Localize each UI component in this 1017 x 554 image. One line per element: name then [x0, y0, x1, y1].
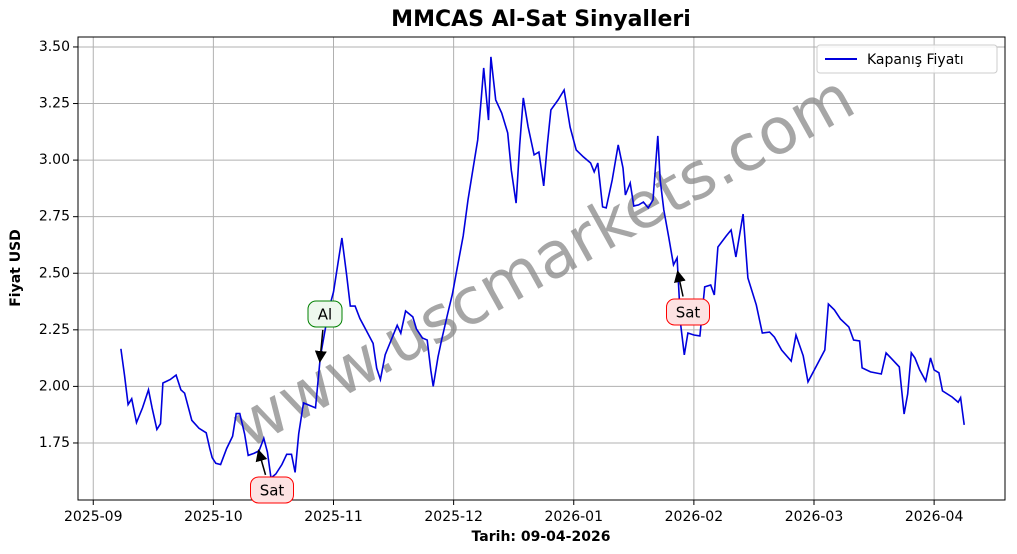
legend-label: Kapanış Fiyatı	[867, 52, 964, 68]
annotation-arrow	[314, 329, 327, 363]
x-tick-label: 2026-04	[905, 509, 964, 525]
y-tick-label: 2.25	[39, 322, 70, 338]
annotation-box	[666, 298, 710, 326]
x-tick-label: 2025-09	[64, 509, 123, 525]
y-axis-label: Fiyat USD	[8, 229, 24, 307]
annotation-text: Sat	[676, 304, 701, 322]
annotation-text: Al	[318, 306, 332, 324]
y-tick-label: 2.00	[39, 378, 70, 394]
annotation-box	[307, 300, 343, 328]
y-tick-label: 3.00	[39, 152, 70, 168]
x-tick-label: 2026-03	[785, 509, 844, 525]
x-tick-label: 2025-12	[424, 509, 483, 525]
x-axis-label: Tarih: 09-04-2026	[472, 529, 611, 545]
y-tick-label: 3.25	[39, 96, 70, 112]
x-tick-label: 2025-10	[184, 509, 243, 525]
y-tick-label: 2.50	[39, 265, 70, 281]
annotation-text: Sat	[260, 482, 285, 500]
annotation-box	[250, 476, 294, 504]
y-tick-label: 2.75	[39, 209, 70, 225]
annotation-arrow	[674, 270, 686, 297]
legend-box	[816, 44, 998, 74]
plot-frame	[77, 36, 1006, 501]
chart-title: MMCAS Al-Sat Sinyalleri	[391, 7, 691, 32]
x-tick-label: 2025-11	[304, 509, 363, 525]
x-tick-label: 2026-01	[545, 509, 604, 525]
annotation-arrow	[255, 449, 268, 476]
y-tick-label: 3.50	[39, 39, 70, 55]
y-tick-label: 1.75	[39, 435, 70, 451]
price-line	[120, 56, 965, 480]
x-tick-label: 2026-02	[665, 509, 724, 525]
